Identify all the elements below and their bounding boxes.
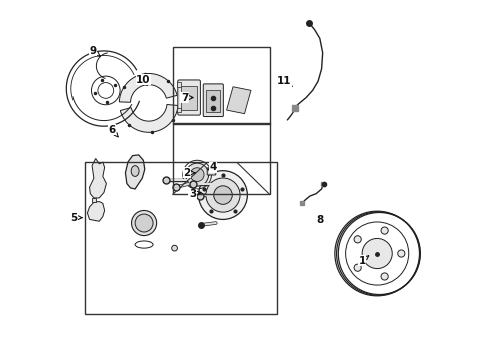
Bar [181,86,196,110]
Text: 8: 8 [316,215,323,225]
Text: 9: 9 [89,46,100,56]
Circle shape [353,264,361,271]
Ellipse shape [131,166,139,176]
Circle shape [171,245,177,251]
FancyBboxPatch shape [203,84,223,117]
Text: 1: 1 [358,256,368,266]
Polygon shape [89,158,106,198]
Circle shape [205,178,240,212]
Polygon shape [226,87,250,114]
Polygon shape [119,73,177,102]
Bar [172,123,269,194]
Circle shape [135,214,153,232]
Circle shape [397,250,404,257]
Text: 7: 7 [181,93,193,103]
Bar [206,90,220,112]
Text: 11: 11 [276,76,291,86]
Circle shape [353,236,361,243]
Polygon shape [120,104,178,132]
Circle shape [380,227,387,234]
Bar [177,82,180,87]
Bar [177,108,180,112]
Text: 5: 5 [70,213,82,222]
Circle shape [190,168,203,181]
Circle shape [185,163,208,186]
Circle shape [198,171,247,220]
Bar [172,47,269,125]
Polygon shape [125,155,144,189]
Text: 4: 4 [207,162,216,172]
Circle shape [380,273,387,280]
Text: 3: 3 [188,189,201,199]
FancyBboxPatch shape [207,168,215,175]
Text: 6: 6 [108,125,118,137]
Text: 10: 10 [136,75,150,85]
Polygon shape [92,198,96,202]
FancyBboxPatch shape [178,80,200,115]
Circle shape [362,238,391,269]
Text: 2: 2 [183,168,195,178]
Bar [85,162,276,315]
Circle shape [131,211,156,235]
Polygon shape [87,202,104,221]
Circle shape [213,186,232,204]
